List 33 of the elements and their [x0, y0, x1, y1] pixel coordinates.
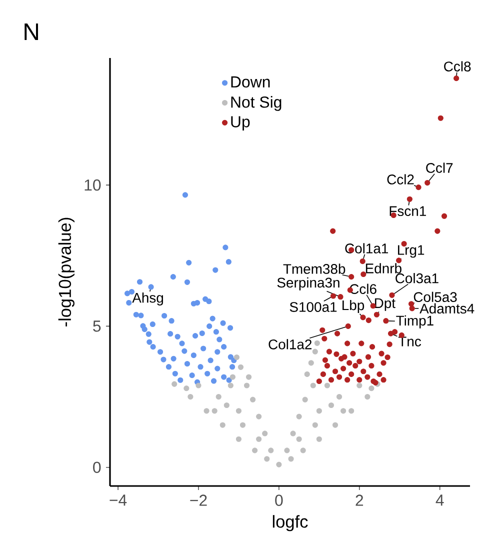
legend-label: Down	[231, 76, 270, 88]
annotation: Adamts4	[420, 303, 474, 314]
x-tick-label: −2	[190, 494, 207, 506]
y-tick-label: 10	[84, 179, 101, 191]
annotation: Ahsg	[132, 292, 164, 306]
annotation: Ccl8	[444, 61, 471, 72]
annotation: S100a1	[290, 302, 337, 312]
annotation: Ccl7	[426, 162, 453, 173]
x-tick-label: 4	[436, 494, 444, 506]
annotation: Col1a2	[268, 339, 312, 350]
annotation: Col3a1	[396, 273, 438, 284]
annotation: Ccl2	[387, 174, 414, 184]
annotation: Lrg1	[398, 245, 424, 258]
annotation: Col1a1	[345, 243, 388, 254]
annotation: Tnc	[398, 336, 422, 346]
y-tick-label: 5	[93, 320, 101, 332]
annotation: Timp1	[396, 315, 434, 328]
x-tick-label: 0	[275, 494, 283, 506]
x-axis-title: logfc	[272, 515, 308, 532]
annotation: Lbp	[342, 300, 364, 313]
y-axis-title: -log10(pvalue)	[58, 218, 74, 326]
x-tick-label: 2	[356, 494, 364, 506]
x-tick-label: −4	[110, 494, 127, 506]
legend-label: Not Sig	[231, 96, 282, 111]
annotation: Fscn1	[390, 206, 426, 216]
chart-title: N	[24, 24, 38, 40]
annotation: Tmem38b	[283, 264, 346, 274]
legend-label: Up	[231, 116, 250, 130]
annotation: Col5a3	[414, 292, 457, 302]
y-tick-label: 0	[93, 462, 101, 473]
annotation: Serpina3n	[277, 277, 340, 290]
annotation: Dpt	[374, 298, 396, 311]
annotation: Ednrb	[366, 263, 402, 274]
